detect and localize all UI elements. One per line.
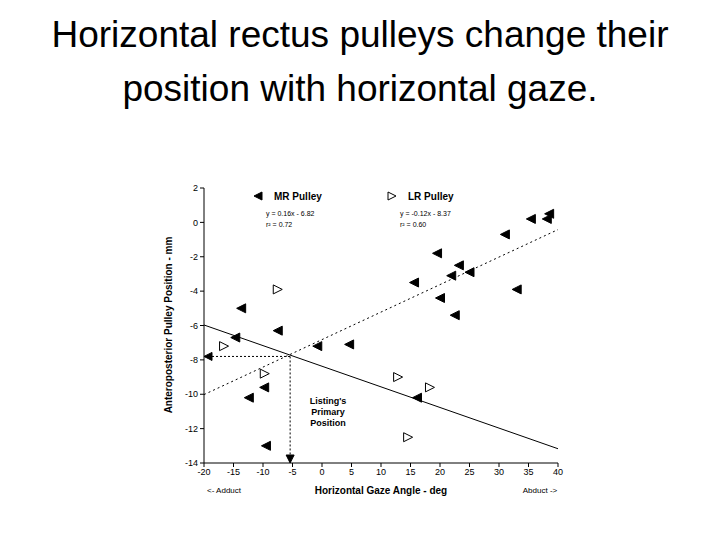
svg-text:LR Pulley: LR Pulley — [408, 191, 454, 202]
svg-text:r² = 0.72: r² = 0.72 — [266, 221, 292, 228]
svg-text:30: 30 — [494, 467, 504, 477]
svg-text:5: 5 — [349, 467, 354, 477]
svg-text:-12: -12 — [185, 424, 198, 434]
svg-text:-8: -8 — [190, 355, 198, 365]
svg-text:r² = 0.60: r² = 0.60 — [400, 221, 426, 228]
svg-text:40: 40 — [553, 467, 563, 477]
svg-text:10: 10 — [376, 467, 386, 477]
svg-text:35: 35 — [523, 467, 533, 477]
svg-text:-6: -6 — [190, 321, 198, 331]
svg-text:-10: -10 — [185, 389, 198, 399]
svg-text:-4: -4 — [190, 286, 198, 296]
svg-text:-10: -10 — [256, 467, 269, 477]
svg-text:Listing's: Listing's — [310, 396, 347, 406]
svg-text:Position: Position — [310, 418, 346, 428]
svg-text:-2: -2 — [190, 252, 198, 262]
svg-text:15: 15 — [405, 467, 415, 477]
svg-text:Horizontal Gaze Angle - deg: Horizontal Gaze Angle - deg — [315, 485, 447, 496]
svg-text:y = -0.12x - 8.37: y = -0.12x - 8.37 — [400, 210, 451, 218]
svg-text:0: 0 — [319, 467, 324, 477]
svg-text:Abduct ->: Abduct -> — [523, 486, 558, 495]
svg-text:Anteroposterior Pulley Positio: Anteroposterior Pulley Position - mm — [163, 237, 174, 414]
svg-text:MR Pulley: MR Pulley — [274, 191, 322, 202]
html-text:Horizontal rectus pulleys chan: Horizontal rectus pulleys change their p… — [51, 14, 669, 109]
svg-text:Primary: Primary — [311, 407, 345, 417]
svg-text:-15: -15 — [227, 467, 240, 477]
svg-text:-20: -20 — [197, 467, 210, 477]
svg-text:20: 20 — [435, 467, 445, 477]
svg-text:-5: -5 — [288, 467, 296, 477]
svg-text:25: 25 — [464, 467, 474, 477]
svg-text:-14: -14 — [185, 458, 198, 468]
svg-text:<- Adduct: <- Adduct — [207, 486, 242, 495]
svg-text:2: 2 — [193, 183, 198, 193]
svg-text:y = 0.16x - 6.82: y = 0.16x - 6.82 — [266, 210, 315, 218]
svg-text:0: 0 — [193, 218, 198, 228]
